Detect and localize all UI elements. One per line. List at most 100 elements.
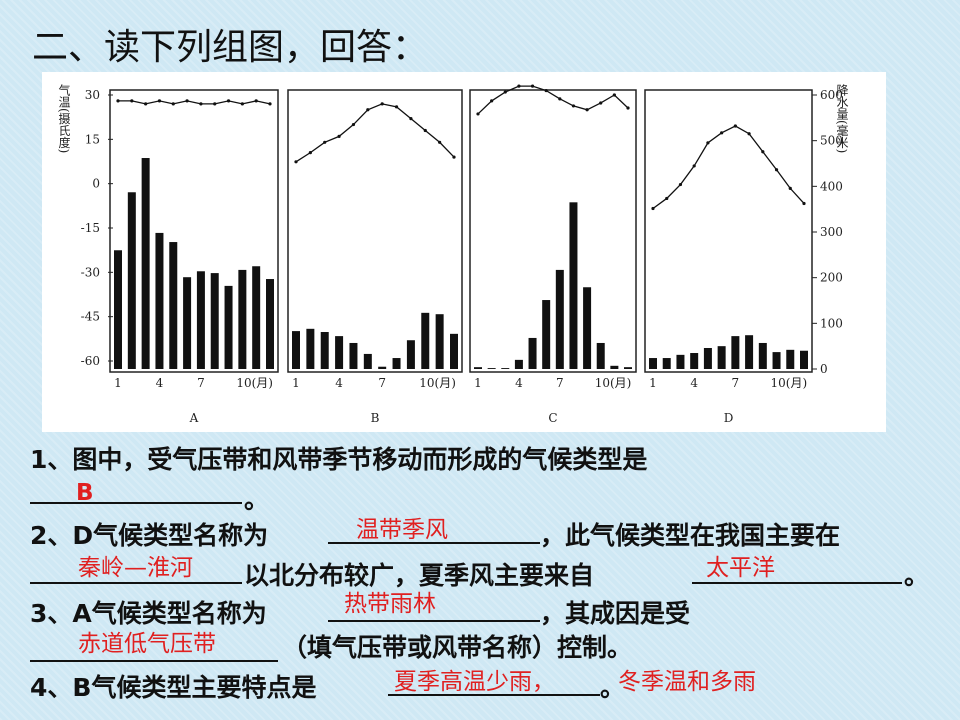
blank [30, 582, 242, 584]
precip-bar [786, 349, 795, 369]
question: 3、A气候类型名称为 [30, 599, 267, 628]
temp-dot [626, 106, 630, 110]
answer: 夏季高温少雨， [394, 669, 555, 695]
panel-label: D [724, 411, 734, 425]
precip-bar [649, 358, 657, 369]
temp-dot [612, 93, 616, 97]
precip-bar [528, 337, 537, 369]
answer: 热带雨林 [344, 591, 436, 617]
climate-charts: 气温(摄氏度) 降水量(毫米) 30 15 0 -15 -30 -45 -60 600 500 400… [42, 72, 886, 432]
x-tick-label: 1 [114, 376, 122, 390]
precip-bar [676, 354, 685, 369]
question: 。 [600, 673, 626, 702]
precip-bar [624, 367, 632, 369]
precip-bar [320, 332, 329, 369]
question: ，其成因是受 [540, 599, 691, 628]
y-tick-label: -15 [81, 221, 100, 235]
temp-dot [517, 84, 521, 88]
temp-dot [380, 102, 384, 106]
temp-line [652, 125, 805, 210]
precip-bar [266, 279, 274, 369]
precip-bar [210, 273, 219, 369]
precip-bar [127, 192, 136, 369]
temp-dot [157, 99, 162, 103]
precip-bar [569, 202, 578, 369]
temp-dot [268, 102, 272, 106]
precip-bar [800, 350, 808, 369]
y-tick-label: -30 [81, 265, 100, 279]
blank [388, 694, 600, 696]
precip-bar [690, 353, 699, 369]
precip-bar [183, 277, 192, 369]
answer: 温带季风 [356, 517, 448, 543]
x-tick-label: 10(月) [771, 376, 808, 390]
x-tick-label: 7 [732, 376, 740, 390]
x-tick-label: 10(月) [419, 376, 456, 390]
precip-bar [392, 358, 401, 369]
temp-dot [503, 90, 507, 94]
temp-dot [308, 151, 312, 155]
precip-bar [596, 342, 605, 369]
question: ，此气候类型在我国主要在 [540, 521, 841, 550]
precip-bar [758, 342, 767, 369]
precip-bar [450, 333, 458, 369]
precip-bar [196, 271, 205, 369]
precip-bar [555, 269, 564, 369]
question: 以北分布较广，夏季风主要来自 [244, 561, 595, 590]
precip-bar [662, 358, 671, 369]
precip-bar [169, 242, 178, 369]
precip-bar [583, 287, 592, 369]
precip-bar [363, 353, 372, 369]
precip-bar [435, 314, 444, 369]
y-tick-label: 30 [85, 88, 100, 102]
temp-dot [254, 99, 258, 103]
question: 。 [244, 485, 270, 514]
answer: 太平洋 [706, 555, 775, 581]
question: 。 [904, 561, 930, 590]
precip-bar [155, 232, 164, 369]
precip-bar [292, 331, 300, 369]
axis-title: 气温(摄氏度) [57, 83, 71, 154]
temp-dot [323, 140, 327, 144]
temp-dot [438, 140, 442, 144]
temp-dot [130, 99, 134, 103]
temp-dot [692, 164, 696, 168]
temp-dot [599, 101, 603, 105]
temp-dot [788, 186, 792, 190]
precip-bar [306, 328, 315, 369]
temp-dot [351, 122, 356, 127]
precip-bar [731, 336, 740, 369]
blank [30, 502, 242, 504]
axis-title: 降水量(毫米) [835, 84, 849, 154]
panel-frame [287, 89, 463, 373]
temp-dot [476, 112, 480, 116]
y-tick-label: -60 [81, 354, 100, 368]
precip-bar [378, 366, 387, 369]
precip-bar [141, 158, 150, 369]
temp-dot [678, 182, 683, 187]
x-tick-label: 10(月) [236, 376, 273, 390]
temp-dot [171, 102, 175, 106]
precip-bar [238, 269, 247, 369]
x-tick-label: 4 [335, 376, 343, 390]
x-tick-label: 4 [690, 376, 698, 390]
question: 4、B气候类型主要特点是 [30, 673, 317, 702]
temp-dot [802, 201, 806, 206]
blank [328, 542, 540, 544]
y2-tick-label: 0 [820, 362, 828, 376]
y-tick-label: 0 [92, 177, 100, 191]
precip-bar [487, 368, 496, 369]
panel-frame [469, 89, 637, 373]
y2-tick-label: 400 [820, 179, 843, 193]
temp-dot [394, 105, 399, 109]
precip-bar [114, 250, 122, 369]
temp-dot [240, 102, 244, 106]
answer: 秦岭—淮河 [78, 555, 193, 581]
y-tick-label: 15 [85, 132, 100, 146]
answer: B [76, 480, 94, 506]
answer: 冬季温和多雨 [618, 669, 756, 695]
temp-dot [199, 102, 203, 106]
precip-bar [745, 335, 754, 369]
blank [328, 620, 540, 622]
